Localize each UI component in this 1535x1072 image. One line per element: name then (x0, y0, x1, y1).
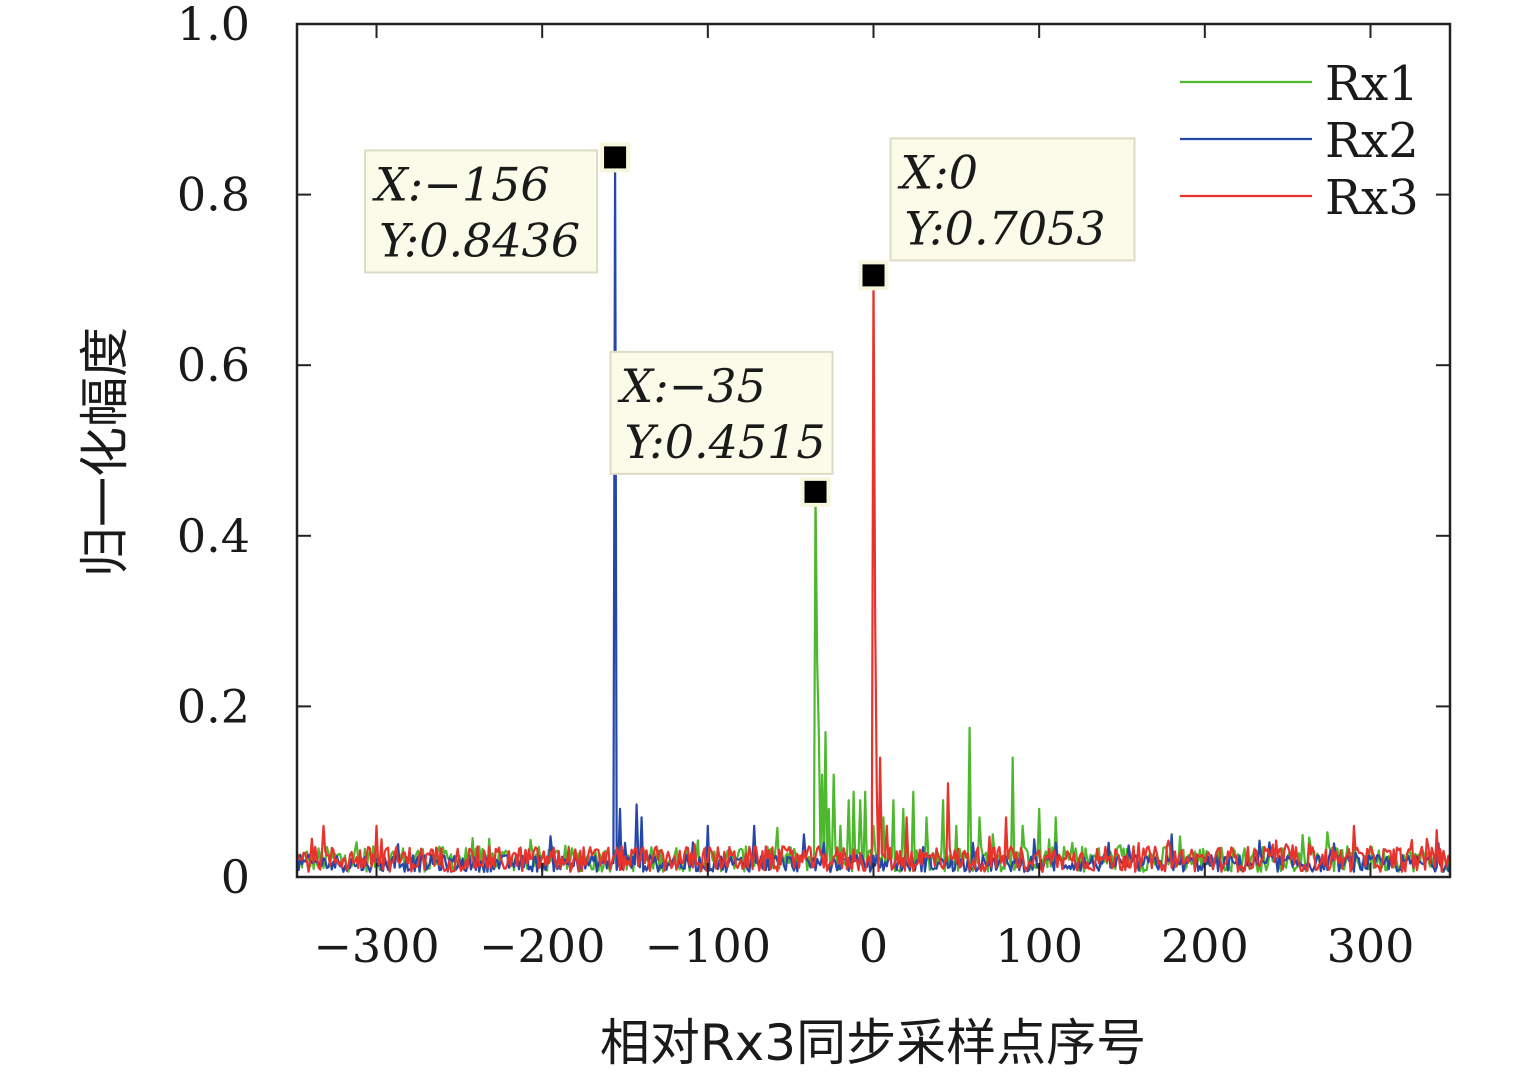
y-tick-label: 1.0 (177, 0, 250, 51)
data-tip-marker (862, 264, 885, 287)
x-tick-label: −300 (313, 919, 439, 973)
data-tip-box (889, 137, 1136, 262)
data-tip-y: Y:0.7053 (905, 201, 1106, 255)
data-tip-y: Y:0.4515 (625, 415, 826, 469)
data-tip: X:−35Y:0.4515 (609, 350, 834, 507)
legend-label-rx2: Rx2 (1325, 113, 1419, 169)
data-tip: X:0Y:0.7053 (858, 137, 1136, 291)
legend-label-rx1: Rx1 (1325, 56, 1419, 112)
x-tick-label: 100 (995, 919, 1083, 973)
y-axis-label: 归一化幅度 (76, 327, 134, 577)
x-tick-label: −200 (479, 919, 605, 973)
x-tick-label: −100 (645, 919, 771, 973)
data-tip-box (609, 350, 834, 475)
axes: −300 −200 −100 0 100 200 300 0 0.2 0.4 0.6 0.8 1.0 (177, 0, 1452, 973)
data-tip-marker (604, 146, 627, 169)
data-tip-x: X:−35 (618, 359, 766, 413)
y-tick-label: 0.4 (177, 509, 250, 563)
legend-label-rx3: Rx3 (1325, 170, 1419, 226)
x-tick-label: 300 (1327, 919, 1415, 973)
y-tick-label: 0 (221, 850, 250, 904)
series-line-rx3 (297, 274, 1450, 874)
x-axis-label: 相对Rx3同步采样点序号 (600, 1014, 1146, 1072)
x-tick-label: 0 (859, 919, 888, 973)
data-tip-marker (804, 480, 827, 503)
y-tick-label: 0.2 (177, 679, 250, 733)
data-tip-box (364, 149, 599, 274)
data-tip-x: X:0 (898, 145, 979, 199)
y-tick-label: 0.6 (177, 338, 250, 392)
data-tip-y: Y:0.8436 (379, 213, 580, 267)
series-line-rx1 (297, 490, 1450, 873)
data-tip-x: X:−156 (372, 157, 550, 211)
x-tick-label: 200 (1161, 919, 1249, 973)
y-tick-label: 0.8 (177, 168, 250, 222)
